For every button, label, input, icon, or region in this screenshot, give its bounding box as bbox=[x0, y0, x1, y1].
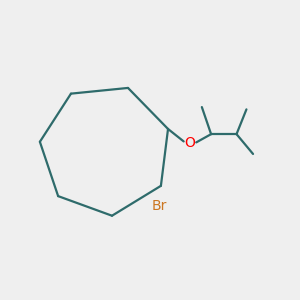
Text: O: O bbox=[184, 136, 195, 150]
Text: Br: Br bbox=[152, 199, 167, 213]
